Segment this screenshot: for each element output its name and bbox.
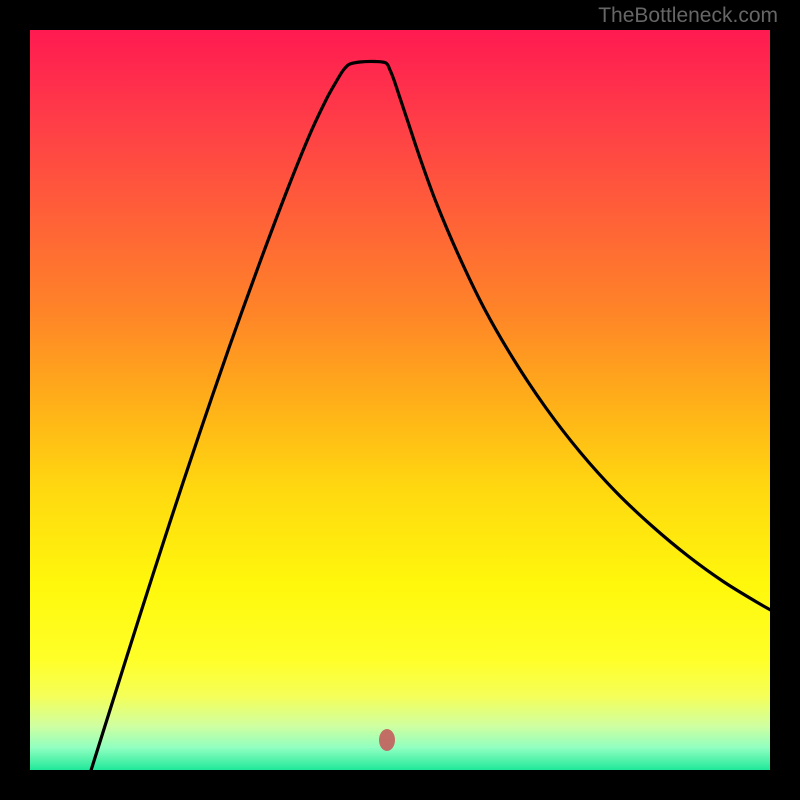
bottleneck-chart: TheBottleneck.com [0,0,800,800]
watermark-label: TheBottleneck.com [598,4,778,28]
chart-svg [0,0,800,800]
plot-background [30,30,770,770]
minimum-marker-dot [379,729,395,751]
